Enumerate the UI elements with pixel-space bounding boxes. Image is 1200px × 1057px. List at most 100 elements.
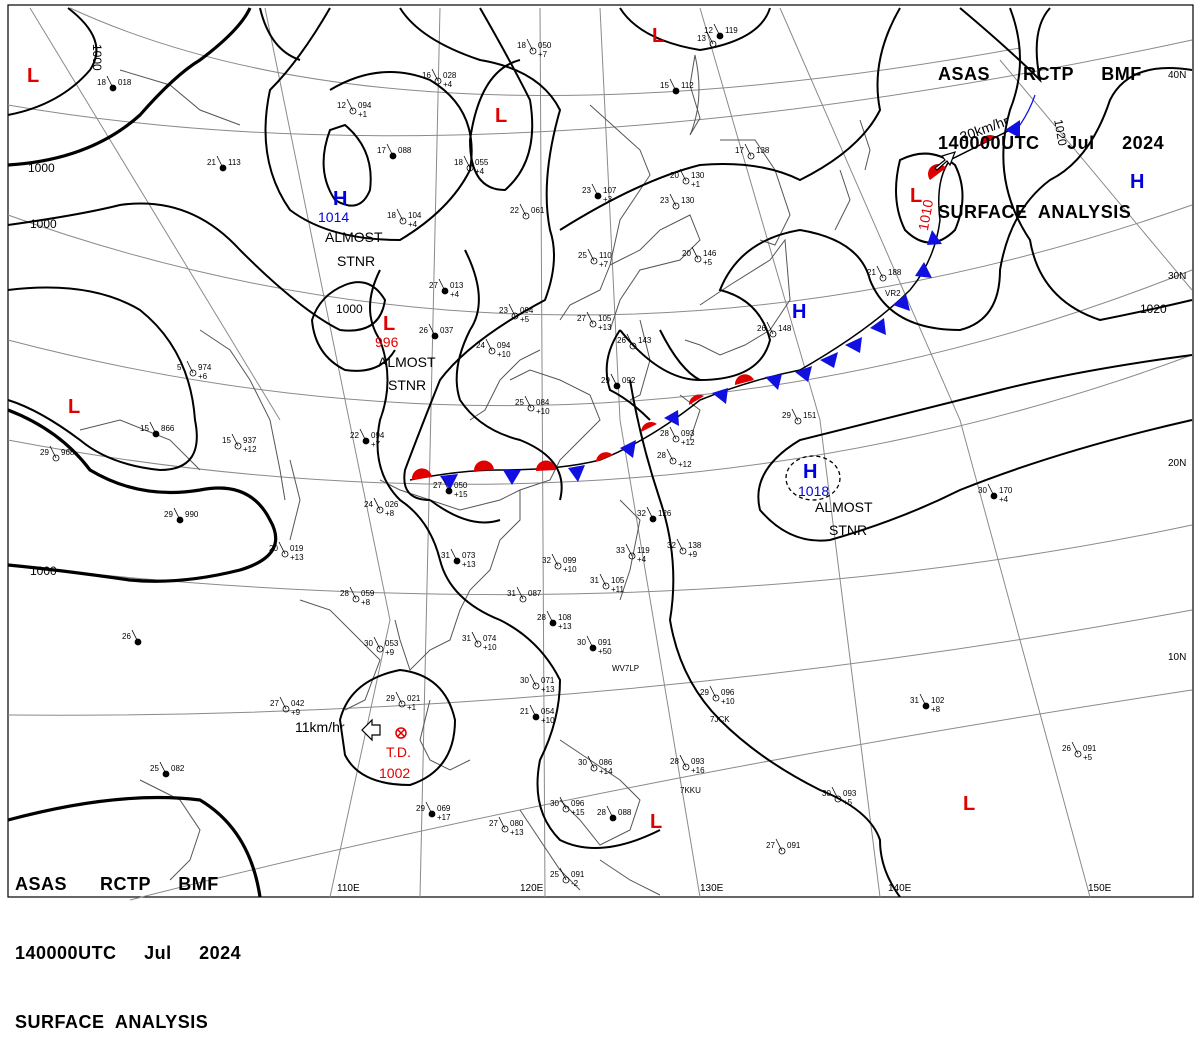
longitude-label: 110E [337,883,360,894]
station-pressure: 050 [454,481,468,490]
station-plot: 25 091-2 [550,867,585,888]
station-plot: 20 146+5 [682,246,717,267]
high-center-H: H [333,188,347,210]
wind-barb [669,193,677,207]
station-tendency: +15 [454,490,468,499]
station-temp: 28 [660,429,669,438]
wind-barb [519,203,527,217]
wind-barb [559,867,567,881]
motion-arrows [361,151,957,742]
station-plot: 30 053+9 [364,636,399,657]
station-temp: 30 [364,639,373,648]
wind-barb [831,786,839,800]
wind-barb [159,761,167,775]
station-tendency: +8 [385,509,395,518]
station-pressure: 028 [443,71,457,80]
map-header: ASAS RCTP BMF 140000UTC Jul 2024 SURFACE… [938,17,1164,247]
wind-barb [669,426,677,440]
wind-barb [919,693,927,707]
station-temp: 31 [507,589,516,598]
station-tendency: +7 [538,50,548,59]
station-plot: 18 055+4 [454,155,489,176]
stationary-annotations: ALMOST STNR ALMOST STNR ALMOST STNR [325,229,873,538]
station-pressure: 094 [371,431,385,440]
station-plot: 20 130+1 [670,168,705,189]
station-plot: 30 096+15 [550,796,585,817]
almost-stnr-3: ALMOST [815,499,873,515]
map-footer: ASAS RCTP BMF 140000UTC Jul 2024 SURFACE… [15,827,241,1057]
station-pressure: 105 [598,314,612,323]
station-pressure: 053 [385,639,399,648]
wind-barb [508,303,516,317]
station-temp: 27 [766,841,775,850]
pressure-values: 996 1010 1014 1018 T.D. 1002 [318,198,936,781]
wind-barb [646,506,654,520]
wind-barb [606,805,614,819]
wind-barb [498,816,506,830]
station-tendency: +4 [443,80,453,89]
wind-barb [106,75,114,89]
station-pressure: 138 [688,541,702,550]
station-pressure: 086 [599,758,613,767]
wind-barb [450,548,458,562]
wind-barb [625,543,633,557]
wind-barb [278,541,286,555]
station-temp: 29 [386,694,395,703]
station-plot: 13 [697,31,717,48]
station-plot: 31 105+11 [590,573,625,594]
station-pressure: 108 [558,613,572,622]
station-plot: 29 151 [782,408,817,425]
station-tendency: +13 [510,828,524,837]
station-circle [282,705,290,713]
station-plot: 27 013+4 [429,278,464,299]
station-circle [590,257,598,265]
station-pressure: 093 [843,789,857,798]
header-line-3: SURFACE ANALYSIS [938,202,1132,222]
wind-barb [669,78,677,92]
station-temp: 26 [757,324,766,333]
station-plot: 27 042+9 [270,696,305,717]
station-temp: 23 [660,196,669,205]
station-plot: 21 113 [207,155,241,172]
station-pressure: 119 [637,546,650,555]
station-circle [522,212,530,220]
low-value: 1010 [915,198,936,232]
station-temp: 16 [422,71,431,80]
wind-barb [516,586,524,600]
station-pressure: 968 [61,448,75,457]
station-plot: 21 054+10 [520,704,555,725]
station-circle [712,694,720,702]
station-plot: 26 037 [419,323,454,340]
station-plot: 29 990 [164,507,199,524]
ship-id: 7KKU [680,786,701,795]
station-tendency: +9 [688,550,698,559]
station-tendency: +9 [385,648,395,657]
station-temp: 22 [350,431,359,440]
wind-barb [396,208,404,222]
station-tendency: +17 [437,813,451,822]
low-center-L: L [495,105,507,127]
station-plot: 27 080+13 [489,816,524,837]
station-tendency: +12 [243,445,257,454]
station-temp: 23 [499,306,508,315]
station-plot: 25 082 [150,761,185,778]
station-temp: 30 [578,758,587,767]
station-pressure: 088 [398,146,412,155]
station-tendency: +15 [571,808,585,817]
station-pressure: 092 [622,376,636,385]
station-pressure: 990 [185,510,199,519]
wind-barb [438,278,446,292]
station-pressure: 110 [599,251,612,260]
station-temp: 15 [140,424,149,433]
station-temp: 27 [433,481,442,490]
td-symbol [395,727,407,739]
station-circle [628,552,636,560]
isobar-label: 1000 [30,564,57,578]
station-temp: 31 [462,634,471,643]
wind-barb [373,497,381,511]
wind-barb [131,629,139,643]
low-center-L: L [383,313,395,335]
station-temp: 28 [597,808,606,817]
station-plot: 28 093+16 [670,754,705,775]
latitude-label: 20N [1168,458,1186,469]
